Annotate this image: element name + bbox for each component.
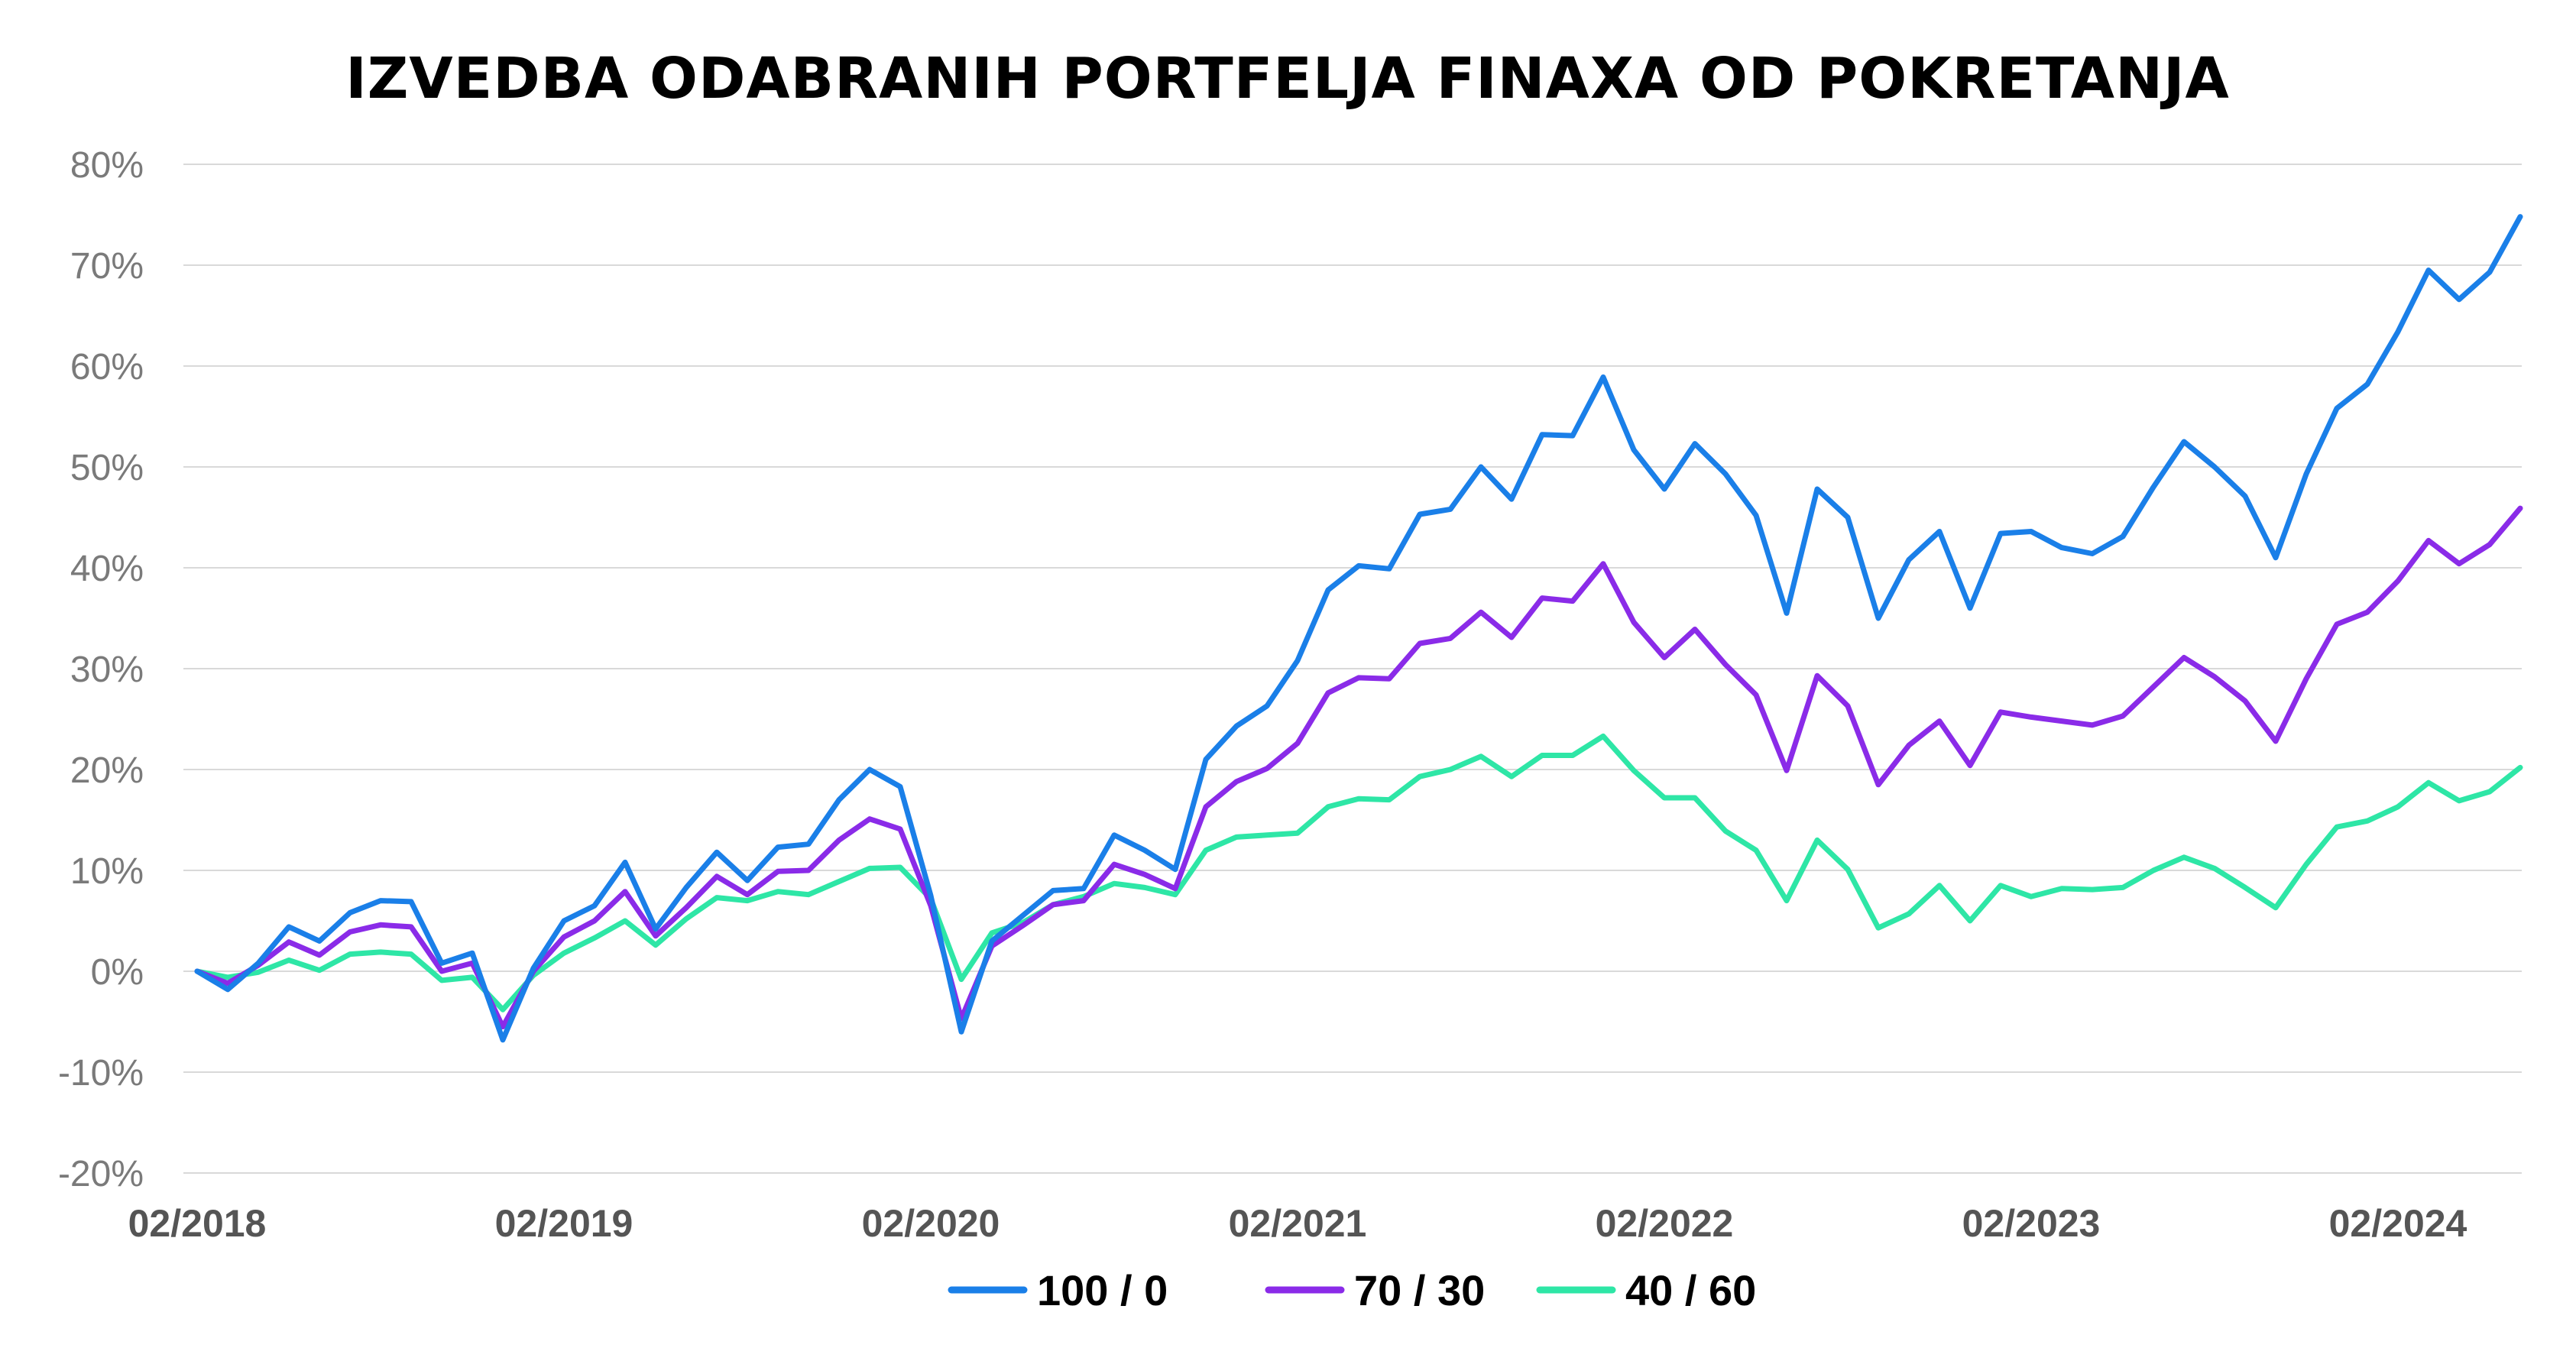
- y-tick-label: 0%: [91, 952, 144, 993]
- x-tick-label: 02/2022: [1596, 1202, 1734, 1245]
- legend-item: 40 / 60: [1536, 1266, 1756, 1314]
- y-axis-ticks: 80% 70% 60% 50% 40% 30% 20% 10% 0% -10% -20%: [58, 145, 144, 1194]
- x-axis-ticks: 02/2018 02/2019 02/2020 02/2021 02/2022 02/20…: [128, 1202, 2467, 1245]
- legend-label: 70 / 30: [1354, 1266, 1485, 1314]
- x-tick-label: 02/2023: [1962, 1202, 2101, 1245]
- legend-label: 40 / 60: [1625, 1266, 1756, 1314]
- x-tick-label: 02/2019: [495, 1202, 633, 1245]
- x-tick-label: 02/2020: [862, 1202, 1000, 1245]
- y-tick-label: -20%: [58, 1154, 144, 1194]
- y-tick-label: 60%: [70, 347, 144, 387]
- series-lines: [194, 214, 2523, 1043]
- x-tick-label: 02/2021: [1229, 1202, 1367, 1245]
- legend: 100 / 0 70 / 30 40 / 60: [948, 1266, 1756, 1314]
- legend-label: 100 / 0: [1037, 1266, 1168, 1314]
- y-tick-label: 40%: [70, 549, 144, 589]
- y-tick-label: 50%: [70, 448, 144, 488]
- y-tick-label: 20%: [70, 750, 144, 791]
- y-tick-label: 70%: [70, 246, 144, 287]
- y-tick-label: 30%: [70, 650, 144, 690]
- series-line-70-30: [194, 505, 2523, 1030]
- y-tick-label: 10%: [70, 851, 144, 892]
- legend-item: 70 / 30: [1265, 1266, 1485, 1314]
- x-tick-label: 02/2024: [2329, 1202, 2467, 1245]
- series-line-40-60: [194, 733, 2523, 1013]
- series-line-100-0: [194, 214, 2523, 1043]
- x-tick-label: 02/2018: [128, 1202, 267, 1245]
- legend-item: 100 / 0: [948, 1266, 1168, 1314]
- y-tick-label: -10%: [58, 1053, 144, 1094]
- y-tick-label: 80%: [70, 145, 144, 186]
- chart-title: IZVEDBA ODABRANIH PORTFELJA FINAXA OD PO…: [345, 46, 2230, 112]
